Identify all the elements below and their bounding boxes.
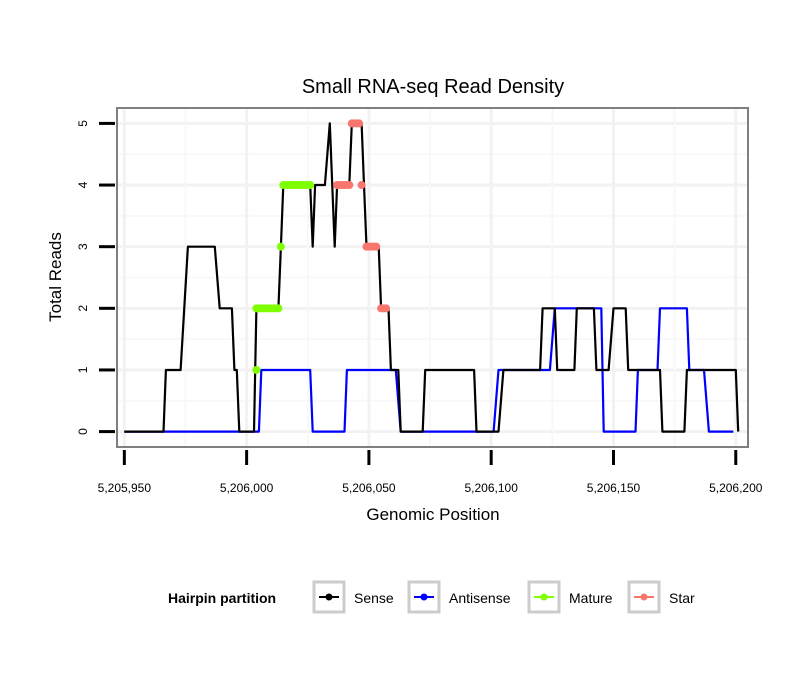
grid: [117, 108, 748, 447]
antisense-line: [124, 307, 734, 433]
legend: Hairpin partition Sense Antisense Mature St…: [168, 580, 695, 614]
y-tick-label: 3: [76, 243, 90, 250]
star-point: [382, 304, 391, 313]
y-axis-title: Total Reads: [46, 232, 65, 322]
y-axis: 0 1 2 3 4 5: [76, 120, 115, 435]
x-tick-label: 5,206,200: [709, 481, 763, 495]
chart-title: Small RNA-seq Read Density: [302, 76, 564, 98]
y-tick-label: 2: [76, 305, 90, 312]
sense-line: [124, 122, 740, 433]
x-tick-label: 5,206,150: [587, 481, 641, 495]
mature-point: [306, 181, 315, 190]
legend-key-point: [640, 593, 648, 601]
y-tick-label: 1: [76, 366, 90, 373]
x-axis-title: Genomic Position: [366, 505, 499, 524]
x-tick-label: 5,206,050: [342, 481, 396, 495]
y-tick-label: 4: [76, 181, 90, 188]
mature-point: [276, 242, 285, 251]
x-axis: 5,205,950 5,206,000 5,206,050 5,206,100 5,20…: [98, 450, 763, 495]
star-point: [357, 181, 366, 190]
y-tick-label: 0: [76, 428, 90, 435]
x-tick-label: 5,206,100: [465, 481, 519, 495]
star-point: [355, 119, 364, 128]
mature-point: [274, 304, 283, 313]
star-point: [372, 242, 381, 251]
series-layer: [124, 119, 740, 433]
legend-label-star: Star: [669, 590, 695, 606]
legend-title: Hairpin partition: [168, 590, 276, 606]
legend-key-point: [420, 593, 428, 601]
y-tick-label: 5: [76, 120, 90, 127]
x-tick-label: 5,205,950: [98, 481, 152, 495]
star-point: [345, 181, 354, 190]
legend-label-antisense: Antisense: [449, 590, 511, 606]
legend-key-point: [325, 593, 333, 601]
legend-label-mature: Mature: [569, 590, 613, 606]
x-tick-label: 5,206,000: [220, 481, 274, 495]
mature-point: [252, 365, 261, 374]
plot-border: [116, 107, 749, 448]
legend-key-point: [540, 593, 548, 601]
legend-label-sense: Sense: [354, 590, 394, 606]
